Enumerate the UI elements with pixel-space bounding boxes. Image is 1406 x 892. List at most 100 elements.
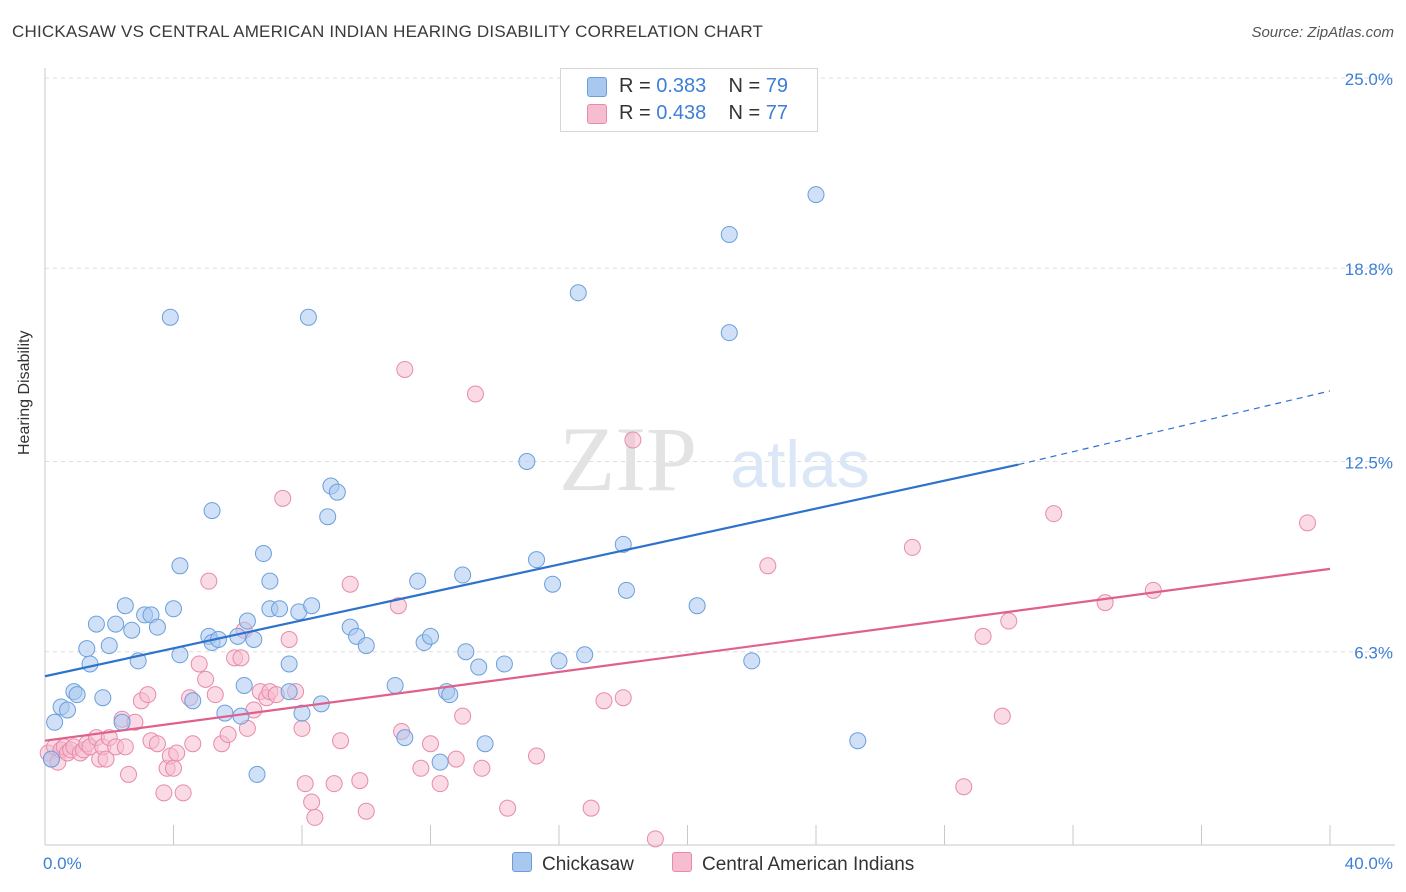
data-point-central-american-indians: [303, 793, 321, 811]
data-point-central-american-indians: [1144, 581, 1162, 599]
data-point-central-american-indians: [190, 655, 208, 673]
data-point-chickasaw: [495, 655, 513, 673]
trendline-central-american-indians: [44, 567, 1331, 742]
bottom-legend-chickasaw: Chickasaw: [512, 852, 634, 876]
x-tick-label: 40.0%: [1345, 854, 1393, 873]
data-point-central-american-indians: [903, 538, 921, 556]
legend-r-label: R =: [619, 102, 657, 124]
watermark-zip: ZIP: [559, 408, 697, 510]
data-point-central-american-indians: [1299, 514, 1317, 532]
source-label: Source: ZipAtlas.com: [1251, 24, 1394, 41]
data-point-chickasaw: [441, 686, 459, 704]
data-point-central-american-indians: [184, 735, 202, 753]
bottom-legend-label: Chickasaw: [542, 854, 634, 875]
data-point-chickasaw: [293, 704, 311, 722]
trendline-chickasaw-extension: [1018, 390, 1331, 466]
data-point-chickasaw: [303, 597, 321, 615]
data-point-chickasaw: [271, 600, 289, 618]
axes: [44, 68, 1395, 846]
data-point-central-american-indians: [582, 799, 600, 817]
data-point-central-american-indians: [120, 765, 138, 783]
data-point-central-american-indians: [232, 649, 250, 667]
data-point-central-american-indians: [447, 750, 465, 768]
data-point-chickasaw: [576, 646, 594, 664]
legend-n-value: 79: [765, 75, 789, 97]
data-point-chickasaw: [688, 597, 706, 615]
data-point-central-american-indians: [165, 759, 182, 777]
data-point-central-american-indians: [351, 772, 369, 790]
data-point-chickasaw: [617, 581, 635, 599]
data-point-central-american-indians: [341, 575, 359, 593]
data-point-chickasaw: [235, 676, 253, 694]
legend-swatch-central-american-indians: [587, 104, 607, 124]
bottom-legend-label: Central American Indians: [702, 854, 915, 875]
data-point-chickasaw: [116, 597, 134, 615]
correlation-legend: R = 0.383 N = 79 R = 0.438 N = 77: [560, 68, 818, 132]
legend-n-value: 77: [765, 102, 789, 124]
legend-n-label: N =: [728, 102, 766, 124]
legend-r-value: 0.438: [656, 102, 707, 124]
data-point-chickasaw: [87, 615, 105, 633]
data-point-central-american-indians: [466, 385, 484, 403]
bottom-legend-swatch-chickasaw: [512, 852, 532, 872]
data-point-central-american-indians: [389, 597, 407, 615]
legend-r-label: R =: [619, 75, 657, 97]
data-point-chickasaw: [569, 284, 587, 302]
data-point-central-american-indians: [206, 686, 224, 704]
data-point-chickasaw: [528, 551, 546, 569]
data-point-central-american-indians: [148, 735, 166, 753]
series-chickasaw: [42, 186, 867, 783]
data-point-chickasaw: [78, 640, 96, 658]
data-point-central-american-indians: [139, 686, 157, 704]
data-point-central-american-indians: [280, 630, 298, 648]
data-point-chickasaw: [720, 225, 738, 243]
data-point-central-american-indians: [955, 778, 973, 796]
legend-r-value: 0.383: [656, 75, 707, 97]
data-point-central-american-indians: [431, 775, 449, 793]
data-point-central-american-indians: [197, 670, 215, 688]
data-point-central-american-indians: [624, 431, 642, 449]
data-point-central-american-indians: [595, 692, 613, 710]
data-point-chickasaw: [238, 612, 256, 630]
data-point-chickasaw: [100, 637, 118, 655]
legend-swatch-chickasaw: [587, 77, 607, 97]
data-point-central-american-indians: [306, 808, 324, 826]
data-point-chickasaw: [807, 186, 825, 204]
data-point-chickasaw: [457, 643, 475, 661]
data-point-chickasaw: [107, 615, 125, 633]
data-point-central-american-indians: [614, 689, 632, 707]
grid-lines: [45, 77, 1395, 653]
data-point-chickasaw: [161, 308, 179, 326]
data-point-chickasaw: [518, 453, 536, 470]
data-point-central-american-indians: [473, 759, 491, 777]
x-tick-label: 0.0%: [43, 854, 82, 873]
data-point-chickasaw: [470, 658, 488, 676]
data-point-central-american-indians: [646, 830, 664, 848]
data-point-central-american-indians: [993, 707, 1011, 725]
data-point-chickasaw: [614, 535, 632, 553]
data-point-chickasaw: [81, 655, 99, 673]
data-point-central-american-indians: [200, 572, 218, 590]
data-point-central-american-indians: [325, 775, 343, 793]
data-point-chickasaw: [165, 600, 182, 618]
data-point-chickasaw: [245, 630, 263, 648]
y-tick-label: 6.3%: [1354, 644, 1393, 663]
data-point-central-american-indians: [974, 627, 992, 645]
data-point-chickasaw: [849, 732, 867, 750]
data-point-central-american-indians: [168, 744, 186, 762]
data-point-chickasaw: [113, 713, 131, 731]
data-point-central-american-indians: [219, 726, 237, 744]
chart-title: CHICKASAW VS CENTRAL AMERICAN INDIAN HEA…: [12, 22, 764, 41]
data-point-central-american-indians: [1096, 594, 1114, 612]
y-tick-label: 25.0%: [1345, 70, 1393, 89]
bottom-legend-swatch-central-american-indians: [672, 852, 692, 872]
data-point-central-american-indians: [412, 759, 430, 777]
data-point-chickasaw: [299, 308, 317, 326]
data-point-chickasaw: [280, 683, 298, 701]
y-tick-label: 18.8%: [1345, 260, 1393, 279]
data-point-central-american-indians: [1045, 505, 1063, 523]
data-point-central-american-indians: [759, 557, 777, 575]
data-point-central-american-indians: [274, 489, 292, 507]
data-point-chickasaw: [148, 618, 166, 636]
